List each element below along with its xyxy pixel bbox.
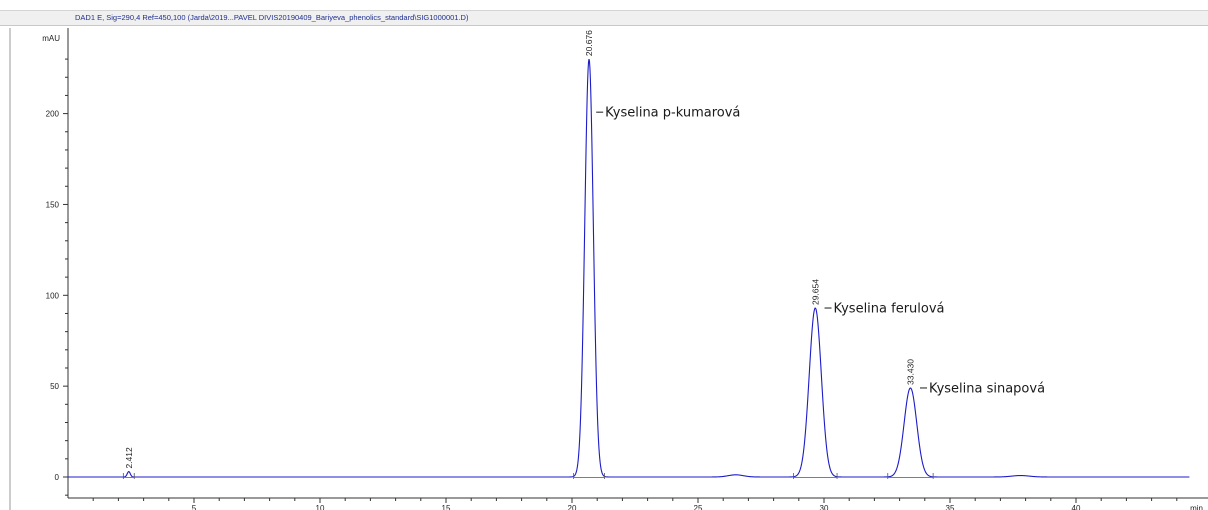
x-axis-title: min [1190,504,1203,510]
y-tick-label: 50 [50,382,59,391]
y-tick-label: 200 [46,110,60,119]
y-tick-label: 100 [46,291,60,300]
x-tick-label: 30 [820,504,829,510]
x-tick-label: 20 [568,504,577,510]
y-axis-title: mAU [42,34,60,43]
y-tick-label: 150 [46,200,60,209]
x-tick-label: 5 [192,504,197,510]
trace-layer [68,58,1190,479]
title-bar: DAD1 E, Sig=290,4 Ref=450,100 (Jarda\201… [0,10,1208,26]
y-tick-label: 0 [55,473,60,482]
peak-rt-label: 20.676 [584,30,594,56]
compound-label: Kyselina p-kumarová [605,106,740,121]
x-tick-label: 10 [316,504,325,510]
peak-rt-label: 29.654 [810,279,820,305]
x-tick-label: 35 [946,504,955,510]
x-tick-label: 15 [442,504,451,510]
peak-labels: 2.412 20.676 Kyselina p-kumarová 29.654 Kyse… [124,30,1045,469]
axes: mAU 0 50 100 150 200 5 10 15 20 25 30 35 40 min [9,28,1208,510]
signal-trace [68,58,1190,478]
peak-rt-label: 2.412 [124,447,134,469]
x-tick-label: 40 [1072,504,1081,510]
x-tick-label: 25 [694,504,703,510]
chart-title: DAD1 E, Sig=290,4 Ref=450,100 (Jarda\201… [75,13,469,22]
peak-rt-label: 33.430 [905,359,915,385]
compound-label: Kyselina ferulová [834,302,945,317]
compound-label: Kyselina sinapová [929,381,1045,396]
